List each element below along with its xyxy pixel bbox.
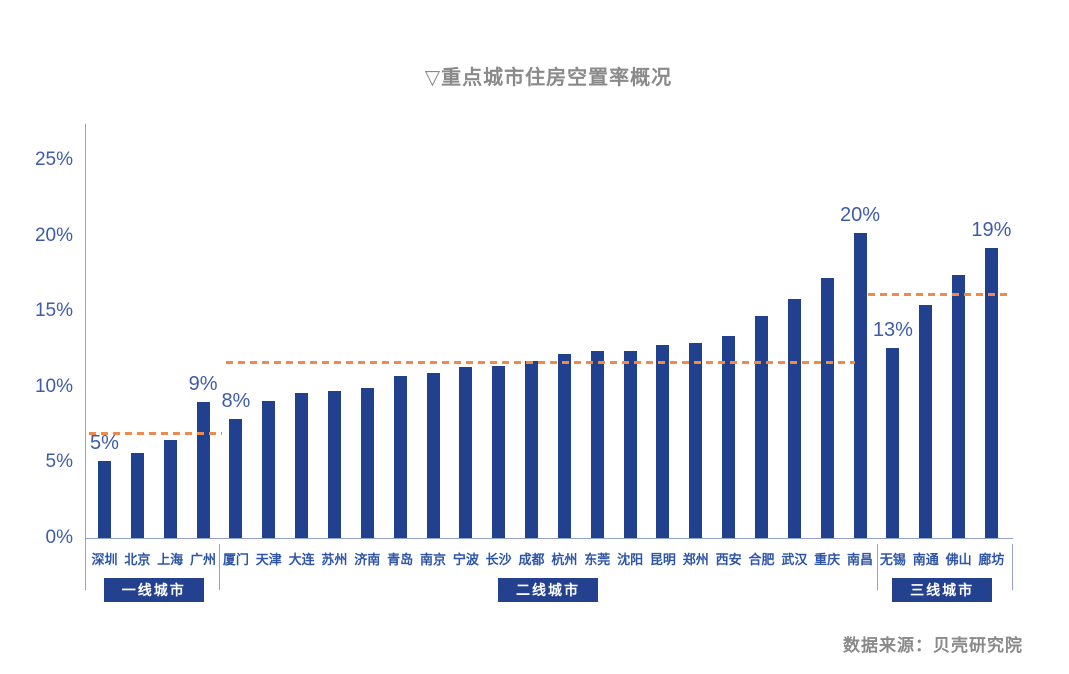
x-axis-city-label: 济南 [354, 552, 381, 567]
x-axis-city-label: 北京 [124, 552, 151, 567]
x-axis-city-label: 宁波 [452, 552, 479, 567]
bar [98, 460, 111, 538]
city-tier-group-label: 一线城市 [103, 578, 204, 602]
x-axis-city-label: 上海 [157, 552, 184, 567]
city-tier-group-label: 三线城市 [892, 578, 993, 602]
x-axis-city-label: 沈阳 [617, 552, 644, 567]
x-axis-city-label: 成都 [518, 552, 545, 567]
bar [492, 365, 506, 538]
x-axis-city-label: 东莞 [584, 552, 611, 567]
bar-value-label: 13% [872, 318, 913, 341]
bar [689, 343, 703, 538]
x-axis-city-label: 南通 [912, 552, 939, 567]
chart-title: ▽重点城市住房空置率概况 [424, 67, 673, 89]
bar [557, 353, 571, 538]
bar [590, 350, 604, 538]
bar [952, 275, 966, 538]
x-axis-city-label: 廊坊 [978, 552, 1005, 567]
x-axis-city-label: 西安 [715, 552, 742, 567]
y-axis-tick-label: 0% [45, 527, 73, 548]
bar [196, 402, 210, 538]
bar-value-label: 9% [188, 373, 218, 395]
bar [360, 388, 374, 538]
bar-value-label: 19% [971, 218, 1012, 241]
x-axis-city-label: 无锡 [879, 552, 906, 567]
bar-value-label: 5% [90, 431, 119, 454]
bar [853, 232, 867, 538]
bar [984, 247, 998, 538]
bar [229, 418, 243, 538]
x-axis-city-label: 昆明 [649, 552, 676, 567]
group-average-dashed-line [226, 360, 855, 364]
bar [722, 335, 736, 538]
x-axis-city-label: 重庆 [814, 552, 841, 567]
x-axis-city-label: 南昌 [847, 552, 874, 567]
y-axis-tick-label: 20% [34, 224, 73, 246]
x-axis-city-label: 苏州 [321, 552, 348, 567]
bar [919, 305, 933, 538]
bar [393, 376, 407, 538]
bar [820, 278, 834, 538]
x-axis-city-label: 厦门 [222, 552, 249, 567]
bar-value-label: 8% [221, 389, 251, 412]
group-average-dashed-line [89, 431, 222, 435]
bar [886, 347, 900, 538]
y-axis-tick-label: 25% [34, 149, 73, 171]
y-axis-tick-label: 15% [34, 300, 73, 322]
x-axis-city-label: 佛山 [945, 552, 972, 567]
plot-area: 0% 5% 10% 15% 20% 25% 5% 深圳 北京 上海 9% 广州一线城市 8% 厦门 天津 大连… [35, 124, 1013, 602]
y-axis-line [85, 124, 86, 590]
x-axis-city-label: 长沙 [485, 552, 512, 567]
data-source: 数据来源：贝壳研究院 [843, 636, 1023, 655]
x-axis-city-label: 南京 [419, 552, 447, 567]
group-separator-line [219, 544, 220, 590]
bar [787, 299, 801, 538]
group-average-dashed-line [868, 292, 1011, 296]
x-axis-city-label: 杭州 [551, 552, 578, 567]
bar [656, 344, 670, 538]
bar [163, 439, 177, 538]
y-axis-tick-label: 10% [34, 375, 73, 397]
bar [623, 350, 637, 538]
bar [525, 361, 539, 538]
city-tier-group-label: 二线城市 [497, 578, 598, 602]
bar [459, 367, 473, 538]
x-axis-city-label: 天津 [255, 552, 282, 567]
bar-value-label: 20% [840, 203, 881, 226]
y-axis-tick-label: 5% [45, 451, 73, 473]
bar [426, 373, 440, 538]
x-axis-city-label: 郑州 [682, 552, 709, 567]
bar [327, 391, 341, 538]
x-axis-city-label: 青岛 [387, 552, 414, 567]
x-axis-city-label: 深圳 [91, 552, 118, 567]
x-axis-line [85, 538, 1013, 539]
x-axis-city-label: 大连 [288, 552, 315, 567]
group-separator-line [1012, 544, 1013, 590]
x-axis-city-label: 武汉 [781, 552, 808, 567]
x-axis-city-label: 合肥 [748, 552, 775, 567]
bar [262, 400, 276, 538]
x-axis-city-label: 广州 [190, 552, 217, 567]
bar [295, 392, 309, 538]
bar [130, 453, 144, 538]
group-separator-line [877, 544, 878, 590]
bar [755, 315, 768, 538]
